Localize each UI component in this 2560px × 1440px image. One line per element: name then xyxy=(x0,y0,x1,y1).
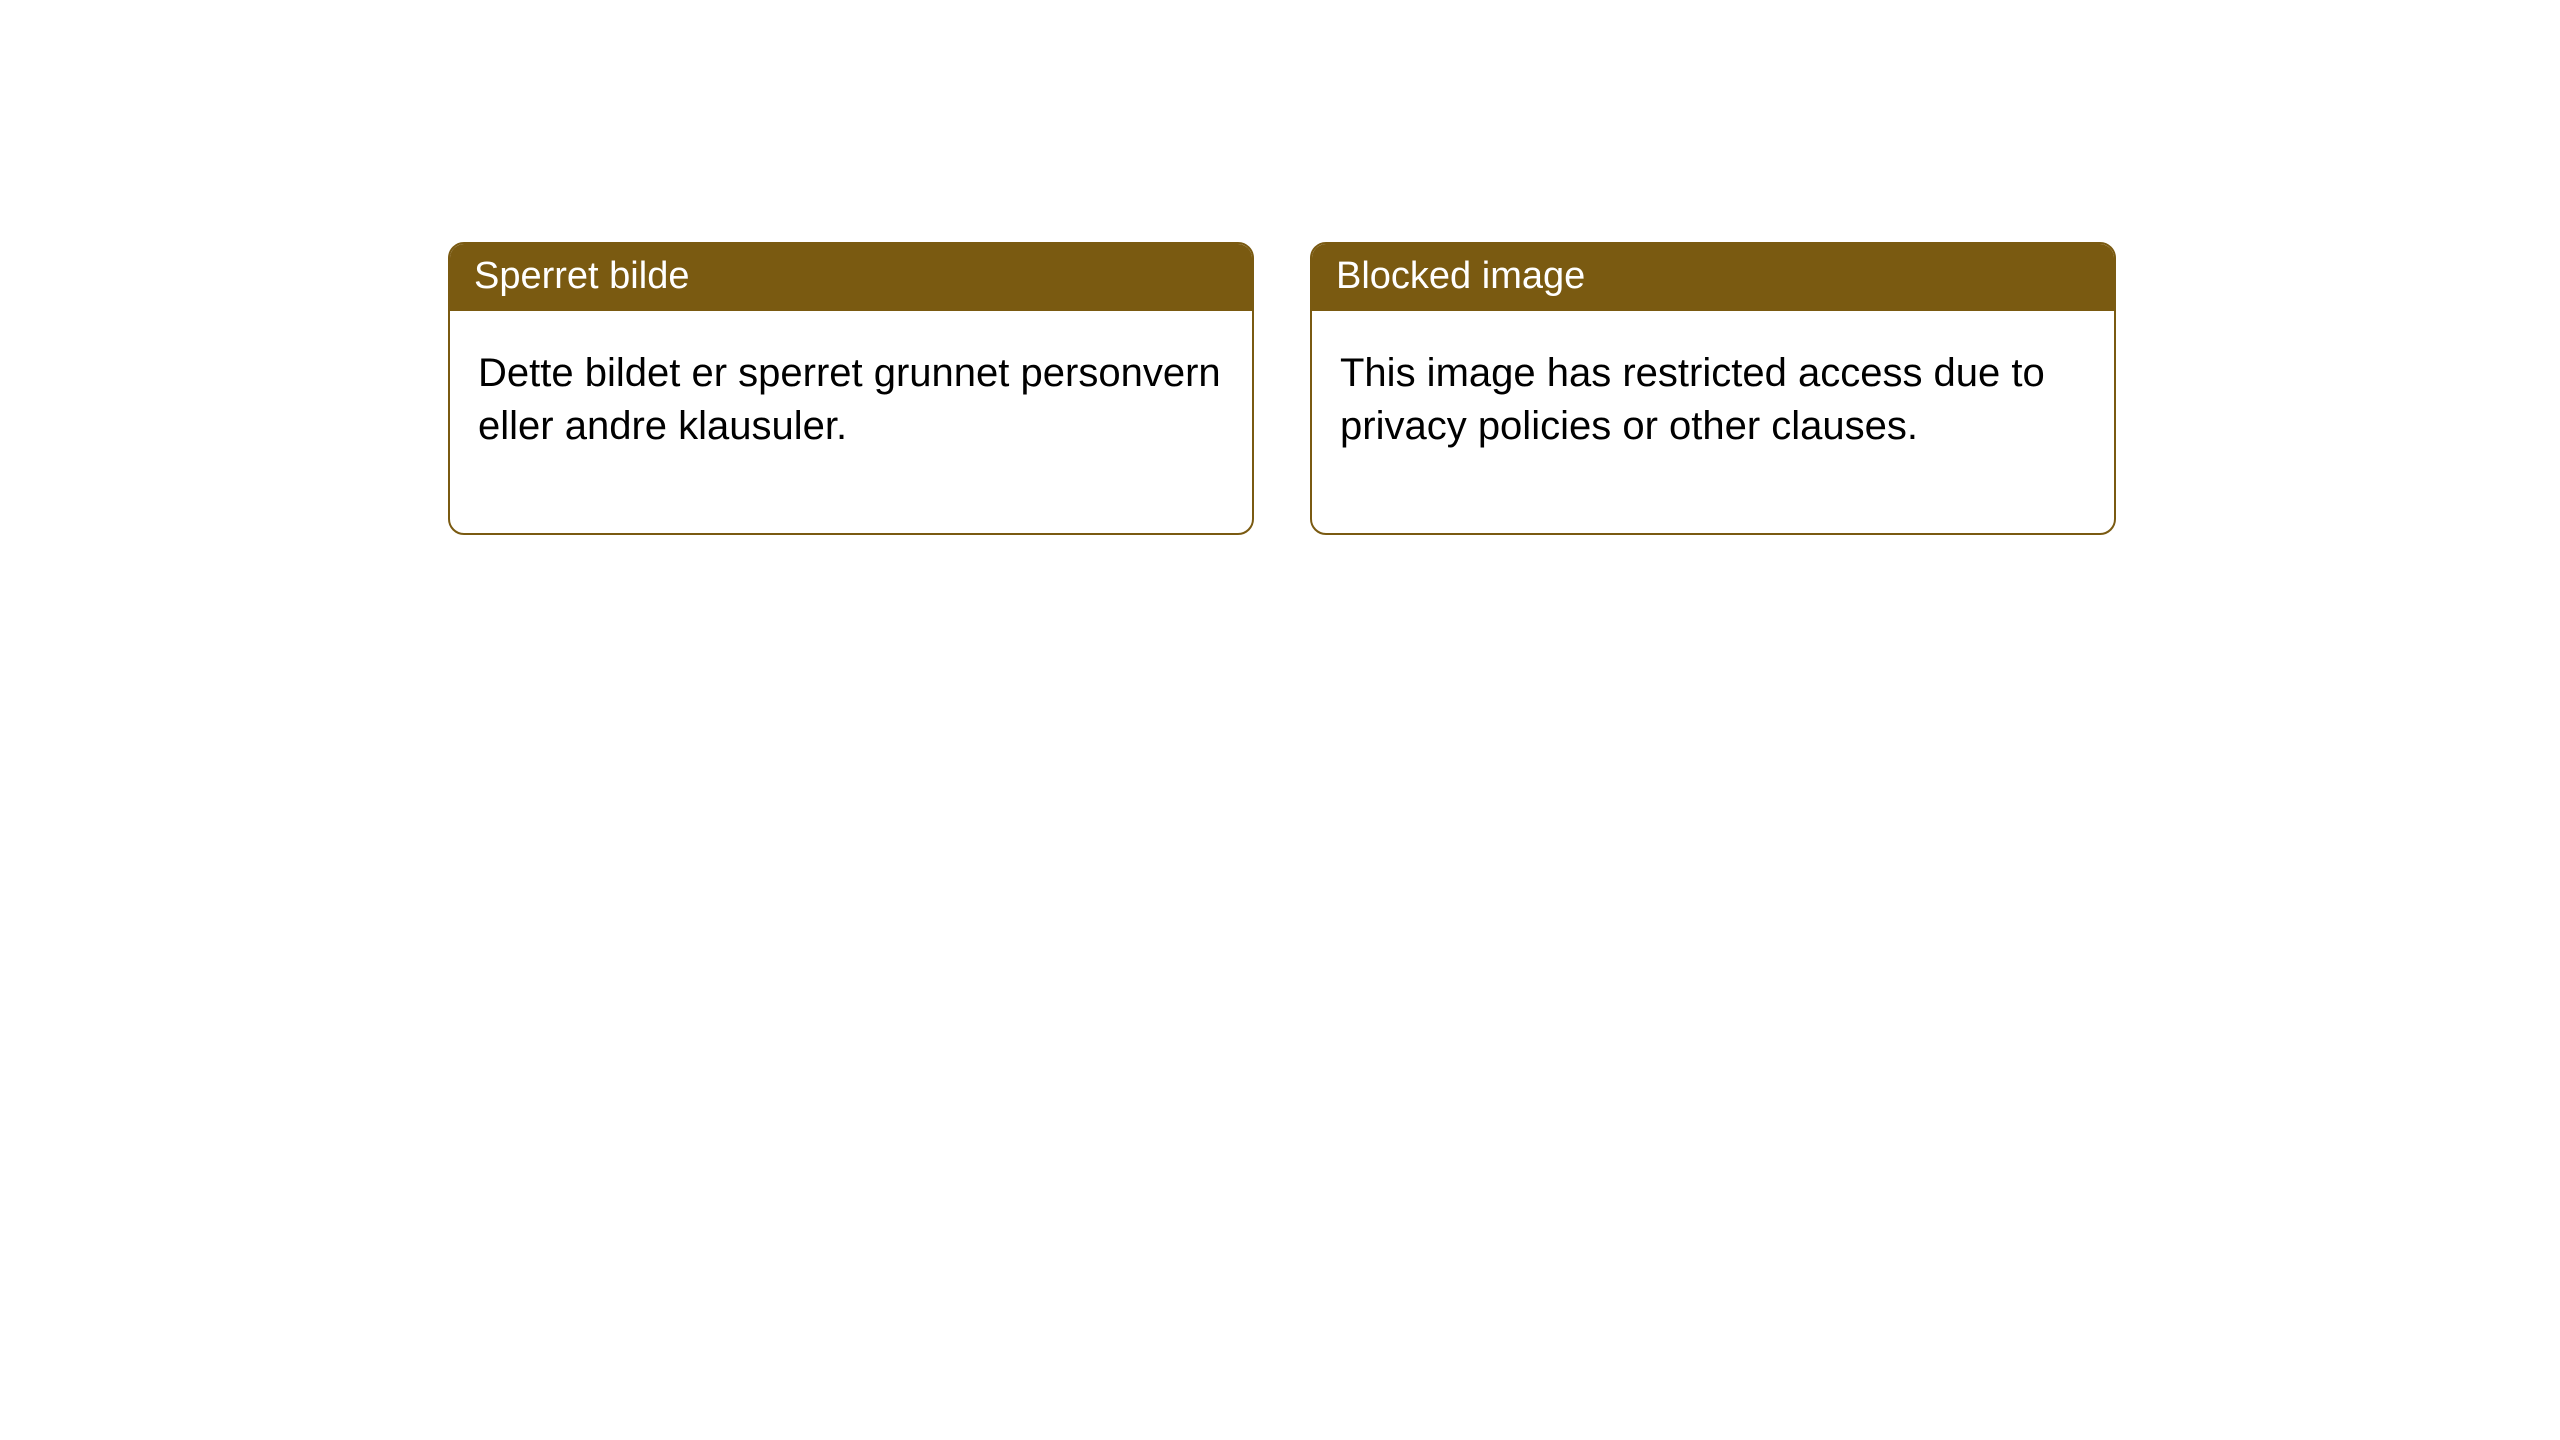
notice-title: Sperret bilde xyxy=(450,244,1252,311)
notice-card-norwegian: Sperret bilde Dette bildet er sperret gr… xyxy=(448,242,1254,535)
notice-title: Blocked image xyxy=(1312,244,2114,311)
notice-card-english: Blocked image This image has restricted … xyxy=(1310,242,2116,535)
notice-body: Dette bildet er sperret grunnet personve… xyxy=(450,311,1252,533)
notice-container: Sperret bilde Dette bildet er sperret gr… xyxy=(0,0,2560,535)
notice-body: This image has restricted access due to … xyxy=(1312,311,2114,533)
